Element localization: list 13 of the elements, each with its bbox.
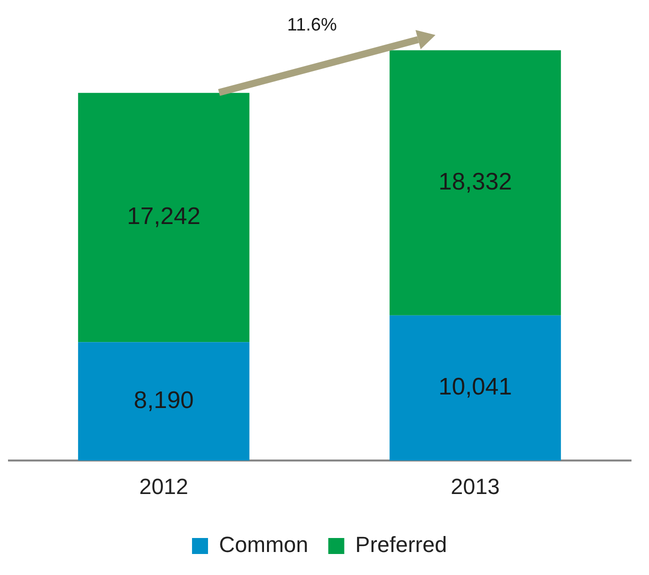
data-label: 8,190 <box>134 387 194 414</box>
data-label: 18,332 <box>438 168 512 196</box>
x-tick-label: 2013 <box>450 474 500 499</box>
legend-label: Common <box>219 532 308 558</box>
bar <box>78 342 250 461</box>
data-label: 10,041 <box>438 374 512 401</box>
bar <box>390 50 561 316</box>
text: 11.6% <box>287 14 337 34</box>
bar <box>78 92 250 342</box>
bar <box>390 315 561 461</box>
legend-label: Preferred <box>355 532 447 558</box>
x-tick-label: 2012 <box>139 474 188 499</box>
data-label: 17,242 <box>127 203 200 230</box>
